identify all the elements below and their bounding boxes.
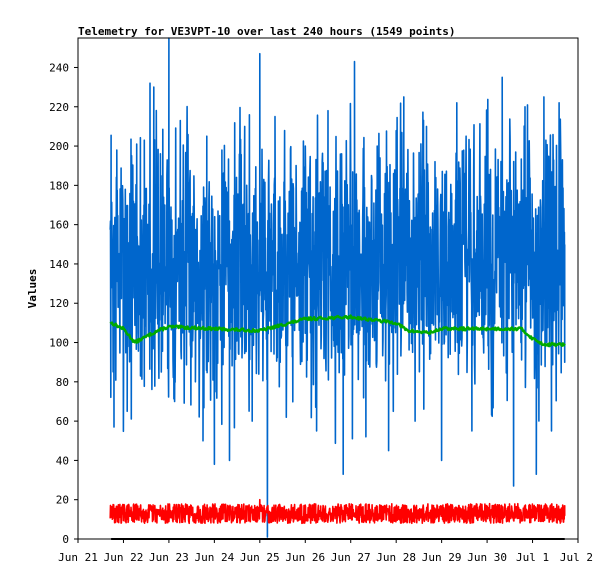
x-tick-label: Jun 29 xyxy=(422,551,462,564)
y-tick-label: 0 xyxy=(62,533,69,546)
x-tick-label: Jun 28 xyxy=(376,551,416,564)
series-layer xyxy=(109,37,566,540)
plot-frame xyxy=(77,37,579,540)
y-tick-label: 220 xyxy=(49,101,69,114)
x-tick-label: Jun 30 xyxy=(467,551,507,564)
x-tick-label: Jul 1 xyxy=(516,551,549,564)
series-green-line xyxy=(109,314,566,348)
y-tick-label: 60 xyxy=(56,415,69,428)
series-red-line xyxy=(109,498,566,525)
series-blue-line xyxy=(109,37,566,538)
x-tick-label: Jun 27 xyxy=(331,551,371,564)
x-tick-label: Jun 24 xyxy=(194,551,234,564)
x-tick-label: Jun 23 xyxy=(149,551,189,564)
x-tick-label: Jun 21 xyxy=(58,551,98,564)
y-tick-label: 180 xyxy=(49,179,69,192)
chart-title: Telemetry for VE3VPT-10 over last 240 ho… xyxy=(78,25,456,38)
y-tick-label: 40 xyxy=(56,454,69,467)
x-axis: Jun 21 Jun 22 Jun 23 Jun 24 Jun 25 Jun 26 Jun … xyxy=(58,539,593,564)
x-tick-label: Jun 26 xyxy=(285,551,325,564)
y-tick-label: 160 xyxy=(49,219,69,232)
y-tick-label: 240 xyxy=(49,61,69,74)
x-tick-label: Jun 22 xyxy=(104,551,144,564)
x-tick-label: Jun 25 xyxy=(240,551,280,564)
y-axis-label: Values xyxy=(26,269,39,309)
y-tick-label: 100 xyxy=(49,337,69,350)
y-tick-label: 120 xyxy=(49,297,69,310)
y-tick-label: 140 xyxy=(49,258,69,271)
x-tick-label: Jul 2 xyxy=(560,551,593,564)
y-axis: 0 20 40 60 80 100 120 140 160 180 200 220 240 xyxy=(49,61,78,546)
y-tick-label: 80 xyxy=(56,376,69,389)
y-tick-label: 200 xyxy=(49,140,69,153)
y-tick-label: 20 xyxy=(56,494,69,507)
